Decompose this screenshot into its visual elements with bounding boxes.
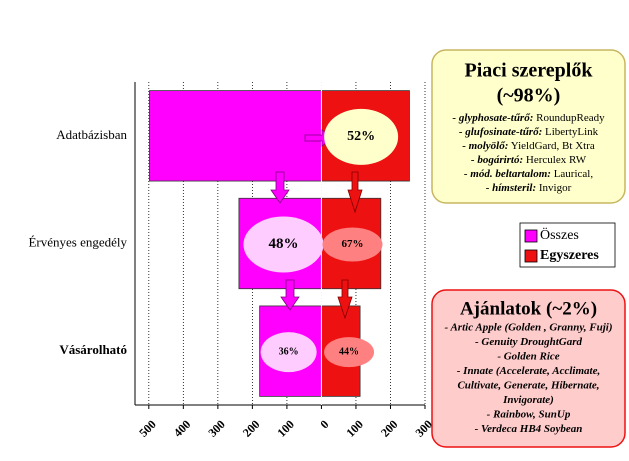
arrow [347,171,363,214]
box-line: Invigorate) [502,394,554,406]
ratio-label: 67% [342,238,364,250]
category-label: Vásárolható [59,342,127,357]
box-title: (~98%) [497,85,561,107]
legend-label: Egyszeres [540,248,599,263]
legend-label: Összes [540,226,579,243]
ratio-label: 48% [268,236,298,252]
ratio-bubble [243,216,324,273]
box-line-value: RoundupReady [533,112,605,124]
ratio-bubble [324,108,399,165]
legend-swatch [524,249,538,263]
box-line: - glufosinate-tűrő: LibertyLink [459,126,599,138]
bar [149,90,322,182]
arrow [280,279,300,311]
info-boxes: Piaci szereplők (~98%) - glyphosate-tűrő: … [431,49,626,448]
box-line-value: Invigor [536,182,571,194]
info-box [431,289,626,448]
box-line-key: - mód. beltartalom: [464,168,551,180]
arrow [337,279,353,320]
box-line: - Verdeca HB4 Soybean [475,423,583,435]
box-line-key: - molyölő: [462,140,508,152]
box-line: - bogárirtó: Herculex RW [471,154,587,166]
box-line: - hímsteril: Invigor [486,182,572,194]
box-line: Cultivate, Generate, Hibernate, [457,380,599,392]
box-line-key: - bogárirtó: [471,154,523,166]
box-title: Piaci szereplők [465,60,594,82]
grid [134,82,426,409]
box-title: Ajánlatok (~2%) [460,298,597,319]
box-line: - Innate (Accelerate, Acclimate, [457,365,600,377]
box-line-value: Herculex RW [523,154,587,166]
box-line: - Golden Rice [497,351,559,363]
ratio-label: 36% [279,346,299,357]
ratio-label: 44% [339,346,359,357]
category-label: Érvényes engedély [28,234,127,249]
legend-swatch [524,229,538,243]
arrow [270,171,290,204]
box-line: - Genuity DroughtGard [475,336,582,348]
ratio-bubble [322,227,383,262]
box-line-value: LibertyLink [542,126,598,138]
box-line-key: - hímsteril: [486,182,536,194]
box-line: - Rainbow, SunUp [487,409,571,421]
box-line-value: Laurical, [551,168,593,180]
category-label: Adatbázisban [56,127,127,142]
box-line-key: - glyphosate-tűrő: [452,112,533,124]
info-box [431,49,626,204]
ratio-bubble [324,337,375,368]
legend: Összes Egyszeres [519,222,616,268]
box-line: - glyphosate-tűrő: RoundupReady [452,112,605,124]
box-line: - molyölő: YieldGard, Bt Xtra [462,140,595,152]
ratio-bubble [260,332,317,373]
box-line: - mód. beltartalom: Laurical, [464,168,593,180]
box-line-key: - glufosinate-tűrő: [459,126,542,138]
box-line: - Artic Apple (Golden , Granny, Fuji) [444,322,612,334]
box-line-value: YieldGard, Bt Xtra [508,140,594,152]
ratio-label: 52% [347,129,375,144]
